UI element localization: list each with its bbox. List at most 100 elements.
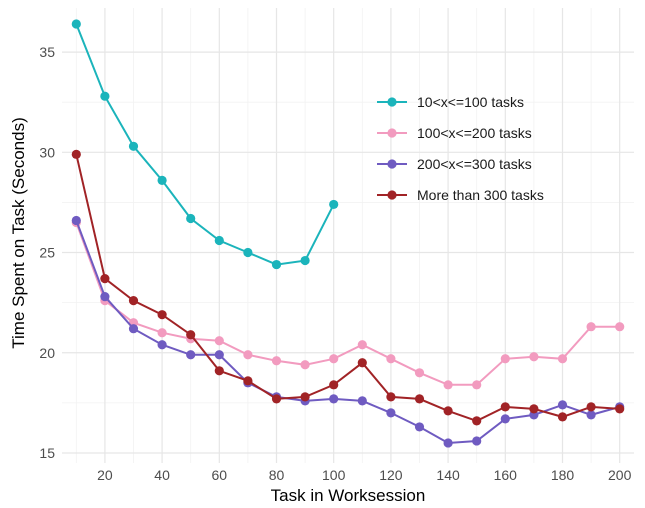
data-point <box>443 380 453 390</box>
data-point <box>386 408 396 418</box>
data-point <box>128 141 139 151</box>
legend-key-point <box>387 190 397 200</box>
data-point <box>186 350 196 360</box>
x-tick-label: 20 <box>97 467 113 483</box>
data-point <box>615 404 625 414</box>
legend-item-3: 200<x<=300 tasks <box>377 156 532 172</box>
data-point <box>128 296 139 306</box>
series-2 <box>71 217 625 390</box>
x-tick-label: 60 <box>212 467 228 483</box>
legend-key-point <box>387 128 397 138</box>
data-point <box>500 414 510 424</box>
x-tick-label: 180 <box>551 467 575 483</box>
data-point <box>214 366 224 376</box>
data-point <box>214 336 224 346</box>
series-4 <box>71 149 625 426</box>
series-3 <box>71 215 625 448</box>
x-axis-title: Task in Worksession <box>271 486 426 505</box>
data-point <box>71 19 81 29</box>
major-gridlines <box>62 8 634 463</box>
series-1 <box>71 19 339 270</box>
x-axis-ticks: 20 40 60 80 100 120 140 160 180 200 <box>97 467 631 483</box>
y-tick-label: 25 <box>39 245 55 261</box>
x-tick-label: 140 <box>436 467 460 483</box>
data-point <box>71 215 81 226</box>
x-tick-label: 160 <box>494 467 518 483</box>
data-point <box>414 368 425 378</box>
legend-item-1: 10<x<=100 tasks <box>377 94 524 110</box>
data-point <box>157 175 167 185</box>
series-line <box>75 23 335 266</box>
data-point <box>157 340 167 350</box>
data-point <box>157 310 167 320</box>
data-point <box>586 402 596 412</box>
legend: 10<x<=100 tasks 100<x<=200 tasks 200<x<=30… <box>377 94 544 203</box>
data-point <box>357 396 367 406</box>
y-tick-label: 30 <box>39 144 55 160</box>
series-line <box>75 222 620 386</box>
data-point <box>443 406 453 416</box>
data-point <box>557 412 568 422</box>
data-point <box>529 352 539 362</box>
data-point <box>386 354 396 364</box>
legend-label: 200<x<=300 tasks <box>417 156 532 172</box>
data-point <box>100 273 110 284</box>
series-line <box>75 154 620 422</box>
data-point <box>472 416 482 426</box>
legend-label: 100<x<=200 tasks <box>417 125 532 141</box>
legend-label: 10<x<=100 tasks <box>417 94 524 110</box>
data-point <box>586 410 596 420</box>
data-point <box>128 324 139 334</box>
x-tick-label: 100 <box>322 467 346 483</box>
data-point <box>186 330 196 340</box>
data-point <box>386 392 396 402</box>
data-point <box>300 392 310 402</box>
x-tick-label: 40 <box>154 467 170 483</box>
data-point <box>500 402 510 412</box>
data-point <box>586 322 596 332</box>
data-point <box>557 400 568 410</box>
data-point <box>214 235 224 246</box>
y-tick-label: 35 <box>39 44 55 60</box>
data-point <box>271 259 282 270</box>
data-point <box>357 340 367 350</box>
data-point <box>186 213 196 224</box>
data-point <box>71 149 81 159</box>
data-point <box>100 292 110 302</box>
x-tick-label: 80 <box>269 467 285 483</box>
data-point <box>243 376 253 386</box>
data-point <box>271 394 282 404</box>
data-point <box>300 360 310 370</box>
legend-key-point <box>387 97 397 107</box>
minor-gridlines <box>62 8 634 463</box>
data-point <box>329 199 339 210</box>
series-line <box>75 220 620 445</box>
data-point <box>243 350 253 360</box>
data-point <box>357 358 367 368</box>
data-point <box>414 394 425 404</box>
legend-label: More than 300 tasks <box>417 187 544 203</box>
x-tick-label: 120 <box>379 467 403 483</box>
x-tick-label: 200 <box>608 467 632 483</box>
data-point <box>100 91 110 101</box>
data-point <box>414 422 425 432</box>
data-point <box>529 404 539 414</box>
data-point <box>214 350 224 360</box>
data-point <box>443 438 453 448</box>
y-tick-label: 20 <box>39 345 55 361</box>
data-point <box>615 322 625 332</box>
data-point <box>472 436 482 446</box>
y-axis-ticks: 15 20 25 30 35 <box>39 44 55 461</box>
data-point <box>557 354 568 364</box>
y-axis-title: Time Spent on Task (Seconds) <box>9 117 28 349</box>
legend-item-2: 100<x<=200 tasks <box>377 125 532 141</box>
data-point <box>329 380 339 390</box>
data-point <box>300 255 310 266</box>
data-point <box>329 354 339 364</box>
legend-key-point <box>387 159 397 169</box>
data-point <box>500 354 510 364</box>
legend-item-4: More than 300 tasks <box>377 187 544 203</box>
data-point <box>157 328 167 338</box>
data-point <box>329 394 339 404</box>
